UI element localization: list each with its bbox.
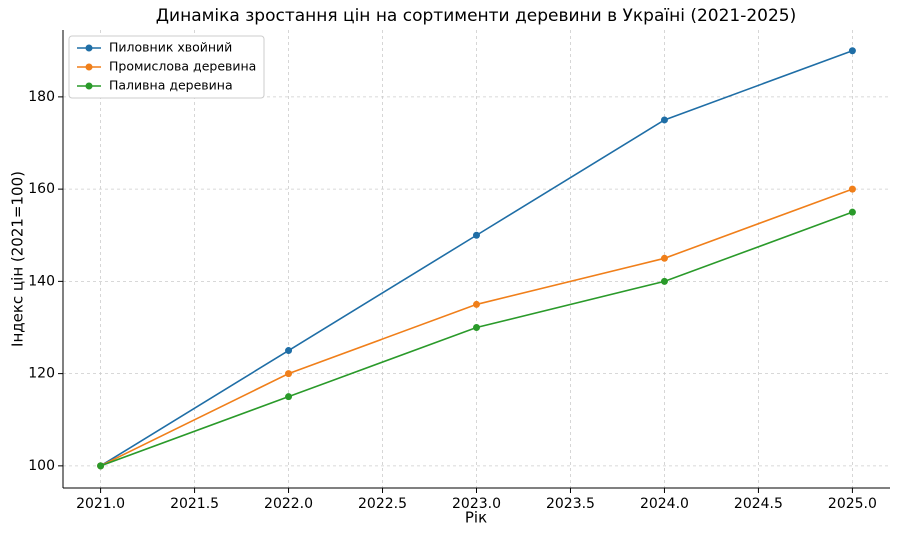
point [285,393,293,401]
legend-label: Промислова деревина [109,59,256,74]
point [473,231,480,239]
point [848,185,856,193]
x-tick-label: 2023.5 [546,496,595,512]
x-tick-label: 2022.0 [264,496,313,512]
chart-title: Динаміка зростання цін на сортименти дер… [156,6,797,26]
legend-marker [85,82,93,90]
x-tick-label: 2022.5 [358,496,407,512]
x-tick-label: 2024.5 [734,496,783,512]
point [97,462,105,470]
legend-marker [85,44,93,52]
x-axis-label: Рік [465,509,487,527]
legend-label: Пиловник хвойний [109,40,232,55]
y-tick-label: 160 [28,181,55,197]
legend-marker [85,63,93,71]
x-tick-label: 2025.0 [828,496,877,512]
x-tick-label: 2024.0 [640,496,689,512]
point [285,370,293,378]
x-tick-label: 2023.0 [452,496,501,512]
x-tick-label: 2021.0 [76,496,125,512]
point [473,323,480,331]
point [473,300,480,308]
point [660,277,668,285]
point [848,47,856,55]
point [660,254,668,262]
legend-label: Паливна деревина [109,78,233,93]
y-tick-label: 100 [28,458,55,474]
legend-box [68,35,265,99]
point [848,208,856,216]
x-tick-label: 2021.5 [170,496,219,512]
point [285,347,293,355]
y-axis-label: Індекс цін (2021=100) [9,171,27,347]
point [660,116,668,124]
y-tick-label: 120 [28,366,55,382]
y-tick-label: 140 [28,273,55,289]
y-tick-label: 180 [28,89,55,105]
